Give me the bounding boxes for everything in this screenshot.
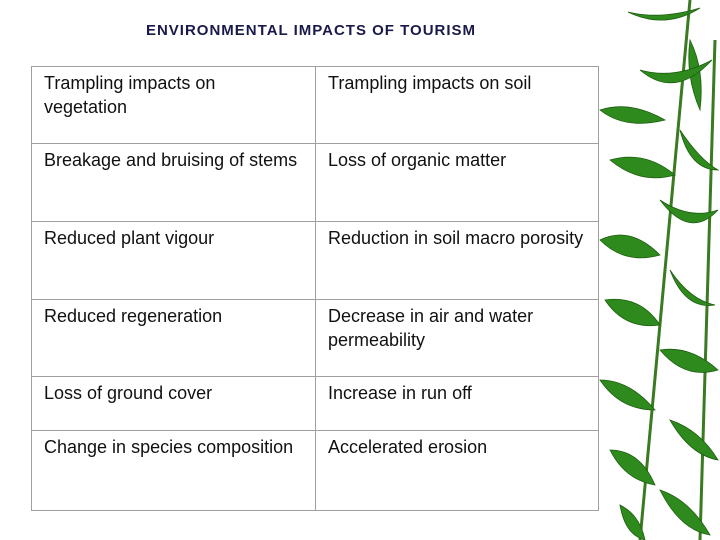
- table-row: Reduced regeneration Decrease in air and …: [31, 299, 599, 377]
- table-cell: Reduction in soil macro porosity: [315, 221, 599, 300]
- table-cell: Reduced plant vigour: [31, 221, 316, 300]
- table-row: Trampling impacts on vegetation Trampling…: [31, 66, 599, 144]
- table-row: Change in species composition Accelerated…: [31, 430, 599, 511]
- table-cell: Breakage and bruising of stems: [31, 143, 316, 222]
- slide-title: ENVIRONMENTAL IMPACTS OF TOURISM: [145, 22, 477, 39]
- table-cell: Increase in run off: [315, 376, 599, 431]
- table-row: Breakage and bruising of stems Loss of or…: [31, 143, 599, 222]
- table-cell: Trampling impacts on soil: [315, 66, 599, 144]
- impacts-table: Trampling impacts on vegetation Trampling…: [31, 66, 599, 511]
- table-row: Reduced plant vigour Reduction in soil ma…: [31, 221, 599, 300]
- table-cell: Change in species composition: [31, 430, 316, 511]
- table-cell: Reduced regeneration: [31, 299, 316, 377]
- table-cell: Loss of organic matter: [315, 143, 599, 222]
- table-cell: Loss of ground cover: [31, 376, 316, 431]
- table-cell: Trampling impacts on vegetation: [31, 66, 316, 144]
- table-body: Trampling impacts on vegetation Trampling…: [31, 66, 599, 511]
- table-cell: Accelerated erosion: [315, 430, 599, 511]
- table-cell: Decrease in air and water permeability: [315, 299, 599, 377]
- table-row: Loss of ground cover Increase in run off: [31, 376, 599, 431]
